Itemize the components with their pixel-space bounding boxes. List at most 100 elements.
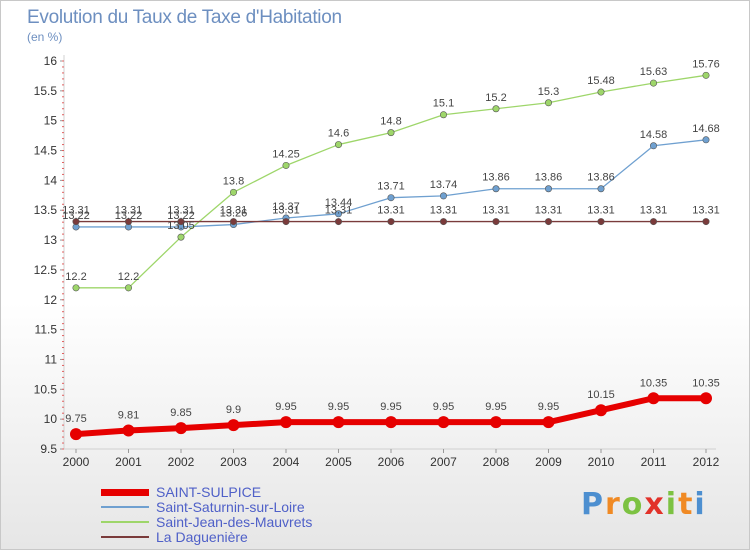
data-point — [227, 419, 240, 432]
data-label: 13.26 — [220, 208, 248, 220]
data-label: 9.95 — [328, 401, 349, 413]
data-point — [230, 188, 238, 196]
data-label: 13.31 — [62, 205, 90, 217]
data-point — [125, 284, 133, 292]
data-point — [492, 218, 500, 226]
data-label: 13.86 — [535, 172, 563, 184]
data-label: 13.05 — [167, 220, 195, 232]
data-point — [542, 416, 555, 429]
data-label: 10.35 — [640, 377, 668, 389]
x-tick-label: 2006 — [378, 455, 405, 469]
data-label: 13.22 — [115, 210, 143, 222]
legend-swatch — [101, 506, 149, 508]
data-point — [332, 416, 345, 429]
data-point — [387, 129, 395, 137]
logo-letter: i — [665, 487, 679, 522]
data-point — [437, 416, 450, 429]
data-label: 12.2 — [118, 271, 139, 283]
data-label: 15.3 — [538, 86, 559, 98]
x-tick-label: 2010 — [588, 455, 615, 469]
logo-letter: o — [621, 487, 645, 522]
data-point — [649, 142, 657, 150]
data-point — [334, 141, 342, 149]
data-point — [282, 218, 290, 226]
x-tick-label: 2004 — [273, 455, 300, 469]
data-point — [439, 192, 447, 200]
x-tick-label: 2002 — [168, 455, 195, 469]
data-label: 15.63 — [640, 66, 668, 78]
data-label: 9.95 — [380, 401, 401, 413]
x-tick-label: 2011 — [641, 455, 667, 469]
proxiti-logo: Proxiti — [581, 487, 707, 522]
data-point — [647, 392, 660, 405]
data-point — [544, 185, 552, 193]
data-point — [385, 416, 397, 429]
data-label: 9.95 — [433, 401, 454, 413]
data-point — [122, 424, 135, 437]
data-label: 9.95 — [485, 401, 506, 413]
legend-label: SAINT-SULPICE — [156, 484, 262, 500]
y-tick-label: 16 — [44, 54, 58, 68]
data-point — [492, 105, 500, 113]
y-tick-label: 11.5 — [35, 323, 58, 337]
x-tick-label: 2009 — [535, 455, 562, 469]
data-point — [700, 392, 712, 405]
data-label: 14.68 — [692, 123, 720, 135]
data-point — [439, 111, 447, 119]
data-label: 14.8 — [380, 116, 401, 128]
data-point — [177, 233, 185, 241]
data-label: 10.35 — [692, 377, 720, 389]
data-label: 13.37 — [272, 201, 300, 213]
data-point — [387, 218, 395, 226]
data-point — [334, 210, 342, 218]
y-tick-label: 15.5 — [34, 84, 58, 98]
data-label: 13.31 — [325, 205, 353, 217]
data-point — [175, 422, 187, 435]
data-label: 13.31 — [587, 205, 615, 217]
data-point — [334, 218, 342, 226]
logo-letter: x — [644, 487, 666, 522]
chart-title: Evolution du Taux de Taxe d'Habitation — [27, 7, 342, 28]
legend-label: Saint-Jean-des-Mauvrets — [156, 514, 313, 530]
data-point — [595, 404, 607, 417]
data-point — [70, 428, 82, 441]
data-point — [282, 161, 290, 169]
y-tick-label: 14 — [44, 173, 58, 187]
y-tick-label: 13.5 — [34, 203, 58, 217]
data-point — [702, 136, 710, 144]
data-label: 13.86 — [482, 172, 510, 184]
data-label: 13.31 — [377, 205, 405, 217]
legend-swatch — [101, 521, 149, 523]
data-label: 9.85 — [170, 407, 191, 419]
data-point — [387, 194, 395, 202]
data-point — [597, 88, 605, 96]
data-label: 9.95 — [275, 401, 296, 413]
data-point — [702, 71, 710, 79]
x-tick-label: 2012 — [693, 455, 720, 469]
data-label: 13.86 — [587, 172, 615, 184]
data-label: 13.31 — [167, 205, 195, 217]
y-tick-label: 11 — [45, 352, 58, 366]
y-tick-label: 10 — [44, 412, 58, 426]
data-label: 13.44 — [325, 197, 353, 209]
data-label: 14.58 — [640, 129, 668, 141]
logo-letter: i — [694, 487, 707, 522]
data-label: 9.9 — [226, 404, 241, 416]
data-label: 9.95 — [538, 401, 559, 413]
y-tick-label: 9.5 — [40, 442, 57, 456]
data-label: 13.31 — [430, 205, 458, 217]
logo-letter: t — [678, 487, 695, 522]
y-tick-label: 15 — [44, 114, 58, 128]
data-label: 13.31 — [220, 205, 248, 217]
x-tick-label: 2007 — [430, 455, 457, 469]
data-point — [544, 218, 552, 226]
data-label: 13.31 — [640, 205, 668, 217]
data-label: 10.15 — [587, 389, 615, 401]
x-tick-label: 2008 — [483, 455, 510, 469]
data-label: 13.31 — [272, 205, 300, 217]
data-label: 13.22 — [62, 210, 90, 222]
data-label: 9.75 — [65, 413, 86, 425]
data-point — [439, 218, 447, 226]
